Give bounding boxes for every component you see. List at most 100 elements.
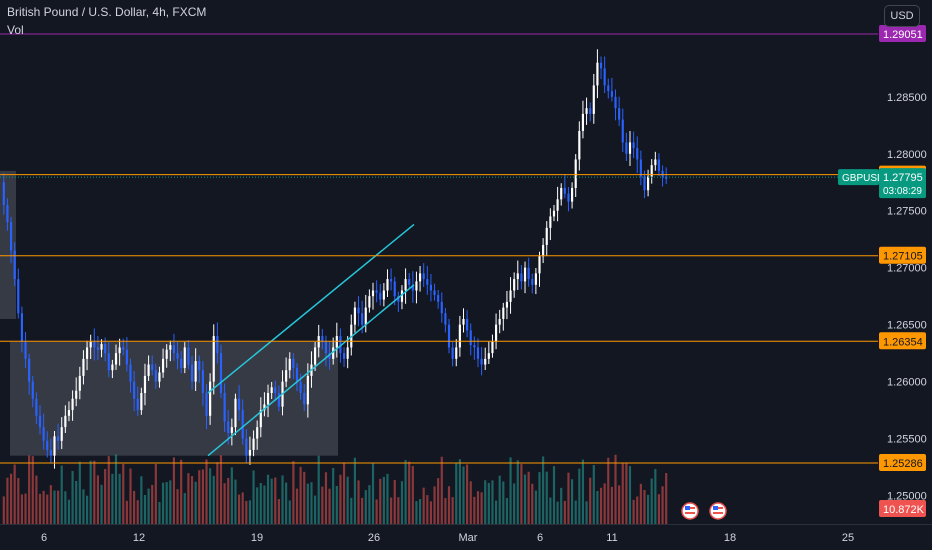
candle[interactable] [592,85,595,114]
candle[interactable] [390,279,393,282]
candle[interactable] [433,290,436,296]
candle[interactable] [85,347,89,359]
candle[interactable] [451,347,454,359]
candle[interactable] [625,142,628,154]
candle[interactable] [361,313,364,325]
candle[interactable] [111,364,114,371]
candle[interactable] [194,361,197,382]
candle[interactable] [151,364,154,371]
candle[interactable] [277,393,280,407]
candle[interactable] [324,341,328,354]
candle[interactable] [89,341,92,348]
us-flag-event-icon[interactable] [681,502,699,520]
candle[interactable] [270,387,273,393]
candle[interactable] [198,361,201,371]
candle[interactable] [248,449,252,456]
candle[interactable] [288,358,291,371]
candle[interactable] [498,318,501,325]
candle[interactable] [494,324,498,342]
candle[interactable] [212,336,215,382]
candle[interactable] [523,267,527,282]
candle[interactable] [295,367,299,382]
candle[interactable] [339,336,342,354]
range-box[interactable] [0,170,16,319]
candle[interactable] [654,159,657,166]
candle[interactable] [473,345,476,348]
candle[interactable] [614,96,617,109]
candle[interactable] [136,398,139,411]
candle[interactable] [263,404,266,411]
candle[interactable] [205,393,208,416]
candle[interactable] [513,279,516,291]
candle[interactable] [589,108,592,114]
candle[interactable] [418,273,422,282]
candle[interactable] [125,349,128,365]
candle[interactable] [49,449,52,456]
channel-lower-line[interactable] [207,284,415,457]
volume-indicator-label[interactable]: Vol [7,23,24,37]
candle[interactable] [364,307,367,325]
candle[interactable] [245,438,248,456]
candle[interactable] [379,292,382,300]
candle[interactable] [346,347,349,359]
candle[interactable] [603,68,606,86]
candle[interactable] [375,290,378,293]
candle[interactable] [386,279,389,291]
candle[interactable] [237,398,241,411]
candle[interactable] [161,358,165,373]
candle[interactable] [303,393,306,405]
candle[interactable] [422,273,425,280]
candle[interactable] [299,381,302,393]
us-flag-event-icon[interactable] [709,502,727,520]
candle[interactable] [42,427,45,441]
candle[interactable] [285,370,288,382]
candle[interactable] [549,216,552,228]
candle[interactable] [371,290,375,297]
candle[interactable] [154,370,157,382]
candle[interactable] [462,318,465,325]
candle[interactable] [216,336,219,354]
candle[interactable] [17,279,20,314]
candle[interactable] [393,281,396,297]
candle[interactable] [67,410,71,416]
candle[interactable] [447,324,451,348]
candle[interactable] [397,296,400,302]
candle[interactable] [176,353,179,359]
candle[interactable] [13,250,16,280]
candle[interactable] [169,345,172,350]
candle[interactable] [201,370,204,393]
candle[interactable] [534,273,537,285]
candle[interactable] [143,375,147,393]
candle[interactable] [531,279,534,285]
candle[interactable] [342,353,346,359]
candle[interactable] [133,381,136,399]
candle[interactable] [259,410,262,428]
candle[interactable] [140,393,143,411]
candle[interactable] [274,387,277,393]
candle[interactable] [487,353,490,359]
candle[interactable] [223,393,226,422]
candle[interactable] [332,347,335,359]
candle[interactable] [158,372,161,382]
candle[interactable] [71,398,74,411]
currency-button[interactable]: USD [884,5,920,27]
candle[interactable] [107,353,110,371]
candle[interactable] [661,170,664,177]
candle[interactable] [321,336,324,342]
candle[interactable] [596,62,599,86]
candle[interactable] [82,358,85,376]
candle[interactable] [607,85,610,92]
candle[interactable] [570,187,574,202]
candle[interactable] [480,358,483,365]
candle[interactable] [556,199,559,211]
candle[interactable] [574,159,577,188]
candle[interactable] [484,358,487,365]
candle[interactable] [426,279,429,285]
candle[interactable] [314,347,317,365]
candle[interactable] [227,421,230,433]
candle[interactable] [542,244,545,257]
candle[interactable] [230,427,233,433]
candle[interactable] [458,324,461,348]
candle[interactable] [78,375,81,391]
candle[interactable] [408,279,411,285]
